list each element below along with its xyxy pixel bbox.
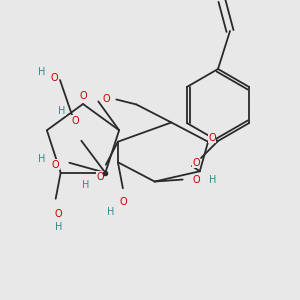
Text: O: O <box>192 158 200 168</box>
Text: O: O <box>208 133 216 143</box>
Text: H: H <box>209 175 216 184</box>
Text: O: O <box>55 209 62 219</box>
Text: H: H <box>107 207 115 217</box>
Text: O: O <box>79 91 87 101</box>
Text: H: H <box>55 222 62 232</box>
Text: O: O <box>193 175 200 184</box>
Text: O: O <box>52 160 59 170</box>
Text: H: H <box>58 106 65 116</box>
Text: O: O <box>71 116 79 126</box>
Text: O: O <box>103 94 110 104</box>
Text: H: H <box>38 154 45 164</box>
Text: O: O <box>96 172 104 182</box>
Text: O: O <box>50 73 58 83</box>
Text: H: H <box>38 67 46 77</box>
Text: H: H <box>82 180 90 190</box>
Text: O: O <box>119 197 127 207</box>
